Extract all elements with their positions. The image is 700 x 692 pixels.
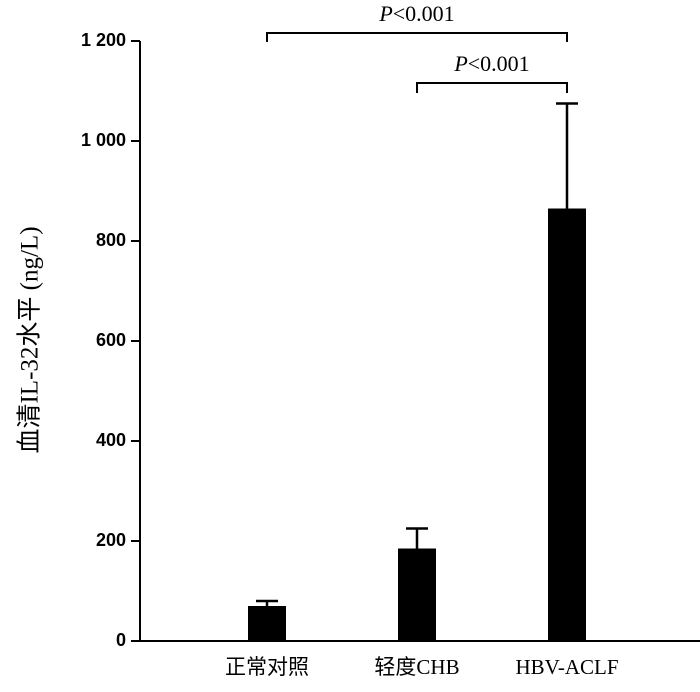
y-tick-label: 1 000	[81, 130, 126, 150]
error-bar	[556, 102, 578, 209]
error-bar	[256, 599, 278, 606]
y-tick-label: 400	[96, 430, 126, 450]
y-tick-label: 800	[96, 230, 126, 250]
y-tick-label: 200	[96, 530, 126, 550]
y-tick-label: 600	[96, 330, 126, 350]
bar	[248, 606, 286, 641]
y-tick-label: 1 200	[81, 30, 126, 50]
y-tick-label: 0	[116, 630, 126, 650]
bar	[548, 208, 586, 641]
annotation: P<0.001	[453, 51, 529, 76]
bar	[398, 548, 436, 641]
significance-bracket	[266, 32, 568, 42]
annotation: P<0.001	[378, 1, 454, 26]
y-axis-label: 血清IL-32水平 (ng/L)	[16, 226, 44, 453]
x-tick-label: HBV-ACLF	[515, 655, 618, 679]
x-tick-label: 正常对照	[225, 655, 309, 679]
error-bar	[406, 527, 428, 549]
x-tick-label: 轻度CHB	[374, 655, 459, 679]
significance-bracket	[416, 82, 568, 93]
